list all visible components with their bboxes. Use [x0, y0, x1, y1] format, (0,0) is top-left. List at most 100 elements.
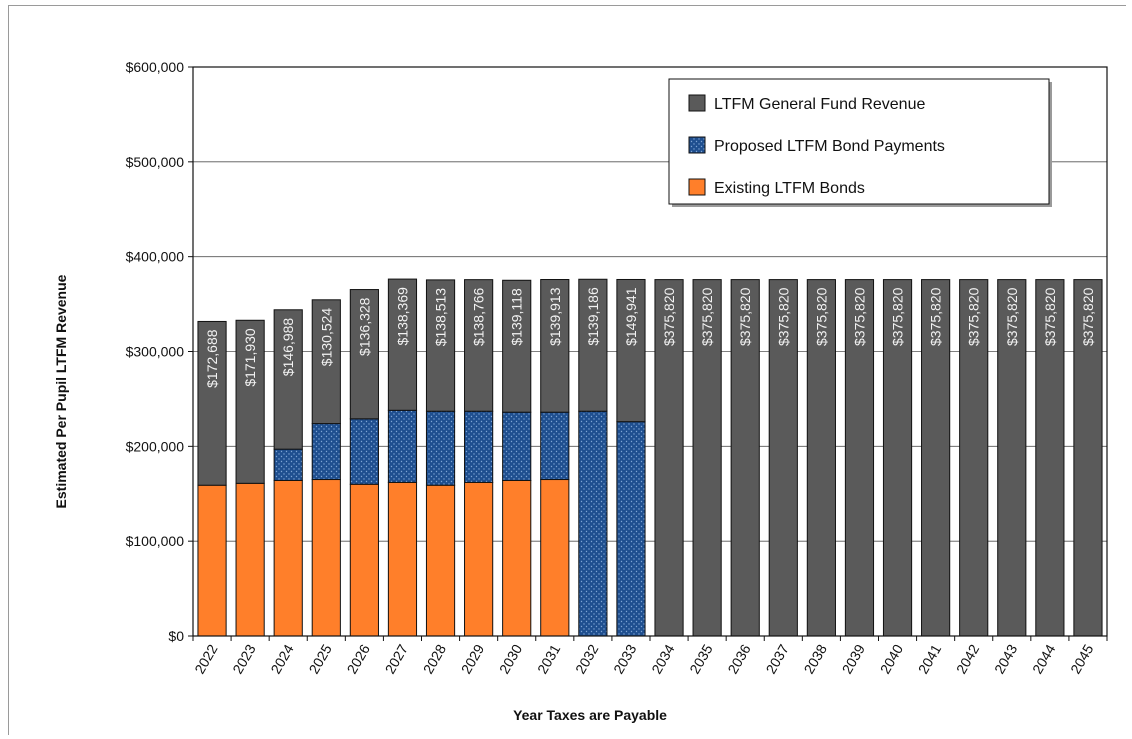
data-label-2041: $375,820 [928, 287, 944, 346]
bar-existing-ltfm-bonds-2029 [464, 481, 494, 637]
x-tick-label: 2026 [344, 641, 374, 676]
bar-proposed-ltfm-bond-payments-2028 [425, 410, 456, 486]
x-tick-label: 2034 [648, 641, 678, 676]
bar-proposed-ltfm-bond-payments-2033 [616, 421, 646, 637]
bar-ltfm-general-fund-revenue-2042 [959, 279, 989, 637]
x-tick-label: 2044 [1029, 641, 1059, 676]
data-label-2024: $146,988 [280, 318, 296, 377]
bar-proposed-ltfm-bond-payments-2026 [349, 418, 379, 485]
bar-existing-ltfm-bonds-2027 [387, 481, 418, 637]
bar-proposed-ltfm-bond-payments-2032 [578, 410, 608, 637]
bar-existing-ltfm-bonds-2031 [540, 479, 570, 637]
bar-proposed-ltfm-bond-payments-2029 [464, 410, 494, 483]
bar-proposed-ltfm-bond-payments-2025 [311, 423, 341, 481]
x-tick-label: 2043 [991, 641, 1021, 676]
bar-existing-ltfm-bonds-2028 [425, 484, 456, 637]
bar-proposed-ltfm-bond-payments-2030 [502, 411, 532, 481]
y-tick-label: $100,000 [126, 533, 185, 549]
legend-label-existing-ltfm-bonds: Existing LTFM Bonds [714, 180, 865, 197]
bar-ltfm-general-fund-revenue-2028 [425, 279, 456, 412]
y-tick-label: $600,000 [126, 59, 185, 75]
bar-ltfm-general-fund-revenue-2022 [197, 320, 227, 486]
bar-existing-ltfm-bonds-2023 [235, 482, 265, 637]
data-label-2022: $172,688 [204, 329, 220, 388]
legend-box [668, 78, 1050, 205]
x-tick-label: 2042 [953, 641, 983, 676]
bar-ltfm-general-fund-revenue-2033 [616, 278, 646, 423]
x-tick-label: 2030 [496, 641, 526, 676]
data-label-2038: $375,820 [813, 287, 829, 346]
x-tick-label: 2025 [305, 641, 335, 676]
legend-label-ltfm-general-fund-revenue: LTFM General Fund Revenue [714, 96, 925, 113]
y-tick-label: $200,000 [126, 438, 185, 454]
legend: LTFM General Fund Revenue Proposed LTFM B… [668, 78, 1052, 207]
legend-swatch-proposed-ltfm-bond-payments [688, 136, 706, 154]
x-tick-label: 2040 [877, 641, 907, 676]
bar-ltfm-general-fund-revenue-2043 [997, 279, 1027, 637]
bar-proposed-ltfm-bond-payments-2027 [387, 409, 418, 483]
data-label-2036: $375,820 [737, 287, 753, 346]
data-label-2039: $375,820 [851, 287, 867, 346]
data-label-2030: $139,118 [509, 288, 525, 346]
data-label-2025: $130,524 [318, 308, 334, 367]
x-tick-label: 2035 [686, 641, 716, 676]
bar-existing-ltfm-bonds-2022 [197, 484, 227, 637]
bar-existing-ltfm-bonds-2030 [502, 479, 532, 637]
bar-proposed-ltfm-bond-payments-2031 [540, 411, 570, 481]
bar-ltfm-general-fund-revenue-2035 [692, 279, 722, 637]
y-tick-label: $0 [168, 628, 184, 644]
x-tick-label: 2031 [534, 641, 564, 676]
bars [197, 278, 1103, 637]
bar-ltfm-general-fund-revenue-2030 [502, 279, 532, 413]
bar-ltfm-general-fund-revenue-2031 [540, 279, 570, 413]
data-label-2043: $375,820 [1004, 287, 1020, 346]
x-tick-label: 2028 [420, 641, 450, 676]
bar-ltfm-general-fund-revenue-2026 [349, 289, 379, 420]
y-tick-label: $400,000 [126, 249, 185, 265]
bar-ltfm-general-fund-revenue-2039 [844, 279, 875, 637]
bar-ltfm-general-fund-revenue-2027 [387, 278, 418, 411]
x-tick-label: 2037 [762, 641, 792, 676]
data-label-2042: $375,820 [966, 287, 982, 346]
bar-ltfm-general-fund-revenue-2045 [1073, 279, 1103, 637]
data-label-2029: $138,766 [471, 287, 487, 346]
data-label-2040: $375,820 [890, 287, 906, 346]
x-tick-label: 2036 [724, 641, 754, 676]
x-tick-label: 2023 [229, 641, 259, 676]
y-axis-ticks: $0 $100,000 $200,000 $300,000 $400,000 $500,0… [126, 59, 193, 644]
data-label-2031: $139,913 [547, 287, 563, 346]
x-tick-label: 2041 [915, 641, 945, 676]
data-label-2045: $375,820 [1080, 287, 1096, 346]
legend-label-proposed-ltfm-bond-payments: Proposed LTFM Bond Payments [714, 138, 945, 155]
bar-ltfm-general-fund-revenue-2041 [921, 279, 951, 637]
legend-swatch-existing-ltfm-bonds [688, 178, 706, 196]
bar-ltfm-general-fund-revenue-2029 [464, 279, 494, 412]
x-tick-label: 2045 [1067, 641, 1097, 676]
x-tick-label: 2033 [610, 641, 640, 676]
bar-ltfm-general-fund-revenue-2044 [1035, 279, 1065, 637]
bar-existing-ltfm-bonds-2025 [311, 479, 341, 637]
bar-data-labels: $172,688 $171,930 $146,988 $130,524 $136,328… [204, 287, 1096, 388]
y-tick-label: $300,000 [126, 344, 185, 360]
y-tick-label: $500,000 [126, 154, 185, 170]
data-label-2028: $138,513 [433, 288, 449, 347]
data-label-2026: $136,328 [356, 297, 372, 356]
x-tick-label: 2038 [801, 641, 831, 676]
data-label-2033: $149,941 [623, 287, 639, 346]
bar-ltfm-general-fund-revenue-2025 [311, 299, 341, 425]
x-tick-label: 2027 [382, 641, 412, 676]
data-label-2027: $138,369 [394, 287, 410, 346]
data-label-2037: $375,820 [775, 287, 791, 346]
legend-swatch-ltfm-general-fund-revenue [688, 94, 706, 112]
x-tick-label: 2022 [191, 641, 221, 676]
bar-ltfm-general-fund-revenue-2023 [235, 319, 265, 484]
x-tick-label: 2024 [267, 641, 297, 676]
x-axis-ticks: 2022 2023 2024 2025 2026 2027 2028 2029 2030 2031… [191, 636, 1108, 676]
data-label-2023: $171,930 [242, 328, 258, 387]
x-tick-label: 2029 [458, 641, 488, 676]
bar-ltfm-general-fund-revenue-2038 [806, 279, 836, 637]
bar-existing-ltfm-bonds-2026 [349, 483, 379, 637]
data-label-2044: $375,820 [1042, 287, 1058, 346]
bar-ltfm-general-fund-revenue-2032 [578, 278, 608, 412]
